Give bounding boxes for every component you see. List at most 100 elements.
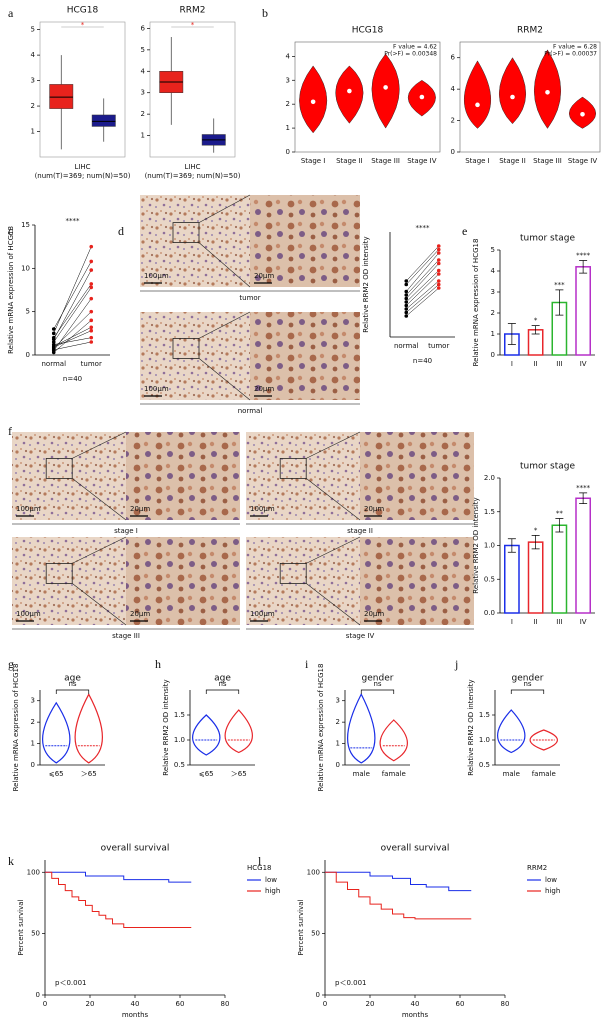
x-tick-label: tumor	[81, 360, 102, 368]
micrograph-zoom	[250, 312, 360, 400]
violin-median	[310, 99, 316, 105]
y-tick-label: 1.0	[484, 542, 495, 550]
y-tick-label: 5	[26, 308, 30, 316]
pair-point	[404, 307, 409, 311]
y-tick-label: 1	[141, 132, 145, 140]
pair-point	[89, 309, 94, 314]
violin	[371, 53, 400, 129]
x-tick-label: 40	[131, 1000, 140, 1008]
x-tick-label: 40	[411, 1000, 420, 1008]
pair-point	[404, 314, 409, 318]
panel-label: e	[462, 224, 467, 238]
sig-label: ns	[373, 680, 381, 688]
pair-point	[436, 247, 441, 252]
panel-label: c	[8, 224, 13, 238]
violin-median	[475, 102, 480, 108]
y-tick-label: 1	[286, 124, 290, 132]
y-tick-label: 15	[21, 221, 30, 229]
micrograph	[140, 195, 250, 287]
pair-point	[436, 244, 441, 248]
zoom-box	[172, 337, 200, 359]
sig-label: ns	[523, 680, 531, 688]
panel-label: f	[8, 424, 12, 438]
y-tick-label: 0	[451, 148, 455, 156]
chart-title: overall survival	[101, 844, 170, 854]
chart-title: age	[214, 674, 231, 684]
x-tick-label: I	[511, 360, 513, 368]
pair-line	[53, 337, 92, 345]
chart-title: RRM2	[517, 26, 543, 36]
p-value: p＜0.001	[335, 979, 366, 987]
image-caption: stage II	[347, 527, 373, 535]
y-tick-label: 100	[307, 868, 320, 876]
x-tick-label: ⩽65	[49, 770, 64, 778]
error-bar	[507, 323, 516, 345]
y-tick-label: 1.5	[484, 508, 495, 516]
pair-point	[436, 268, 441, 273]
violin	[335, 65, 364, 124]
sig-label: ***	[554, 281, 565, 289]
x-tick-label: male	[353, 770, 370, 778]
stat-note: F value = 4.62	[393, 44, 437, 51]
y-axis-label: Relative RRM2 OD intensity	[472, 497, 480, 593]
axis-note: (num(T)=369; num(N)=50)	[35, 172, 131, 180]
scale-label: 20μm	[254, 385, 274, 393]
panel-label: l	[258, 854, 262, 868]
zoom-line	[72, 536, 127, 564]
survival-curve	[325, 871, 472, 892]
scale-label: 20μm	[364, 505, 384, 513]
pair-line	[406, 270, 439, 303]
bar	[575, 497, 591, 614]
zoom-line	[72, 478, 127, 521]
error-bar	[555, 518, 564, 533]
violin	[74, 693, 103, 764]
y-tick-label: 0	[286, 148, 290, 156]
plot-frame	[39, 21, 126, 158]
panel-label: a	[8, 6, 14, 20]
y-axis-label: Relative mRNA expression of HCG18	[12, 664, 20, 792]
error-bar	[579, 492, 588, 504]
pair-point	[404, 303, 409, 308]
violin-median	[580, 111, 585, 117]
x-tick-label: ⩽65	[199, 770, 214, 778]
y-tick-label: 0	[26, 351, 30, 359]
x-tick-label: male	[503, 770, 520, 778]
pair-line	[406, 252, 439, 292]
x-tick-label: II	[534, 618, 538, 626]
pair-point	[436, 279, 441, 283]
violin	[464, 60, 491, 129]
p-value: p＜0.001	[55, 979, 86, 987]
x-tick-label: 0	[43, 1000, 47, 1008]
y-tick-label: 1.5	[174, 711, 185, 719]
stat-note: Pr(>F) = 0.00037	[544, 51, 597, 58]
micrograph-zoom	[360, 432, 474, 520]
x-tick-label: III	[556, 360, 562, 368]
y-tick-label: 5	[31, 26, 35, 34]
zoom-line	[198, 358, 251, 401]
bar	[575, 266, 591, 356]
axis-note: (num(T)=369; num(N)=50)	[145, 172, 241, 180]
violin	[299, 65, 327, 134]
box	[91, 114, 116, 127]
x-axis-label: months	[122, 1011, 149, 1019]
image-caption: stage I	[114, 527, 138, 535]
pair-point	[436, 282, 441, 287]
x-axis-label: n=40	[63, 375, 82, 383]
legend-label: low	[545, 876, 557, 884]
chart-title: HCG18	[352, 26, 384, 36]
zoom-line	[72, 583, 127, 626]
bar	[527, 541, 544, 614]
x-tick-label: III	[556, 618, 562, 626]
sig-label: ****	[576, 484, 591, 492]
pair-line	[406, 280, 439, 310]
pair-line	[53, 311, 92, 349]
x-tick-label: famale	[532, 770, 556, 778]
error-bar	[531, 535, 540, 550]
pair-point	[89, 325, 94, 330]
zoom-box	[279, 457, 307, 479]
violin-median	[383, 85, 388, 90]
y-tick-label: 0.5	[174, 761, 185, 769]
pair-line	[53, 341, 92, 351]
plot-frame	[459, 41, 601, 153]
bar	[551, 524, 568, 614]
